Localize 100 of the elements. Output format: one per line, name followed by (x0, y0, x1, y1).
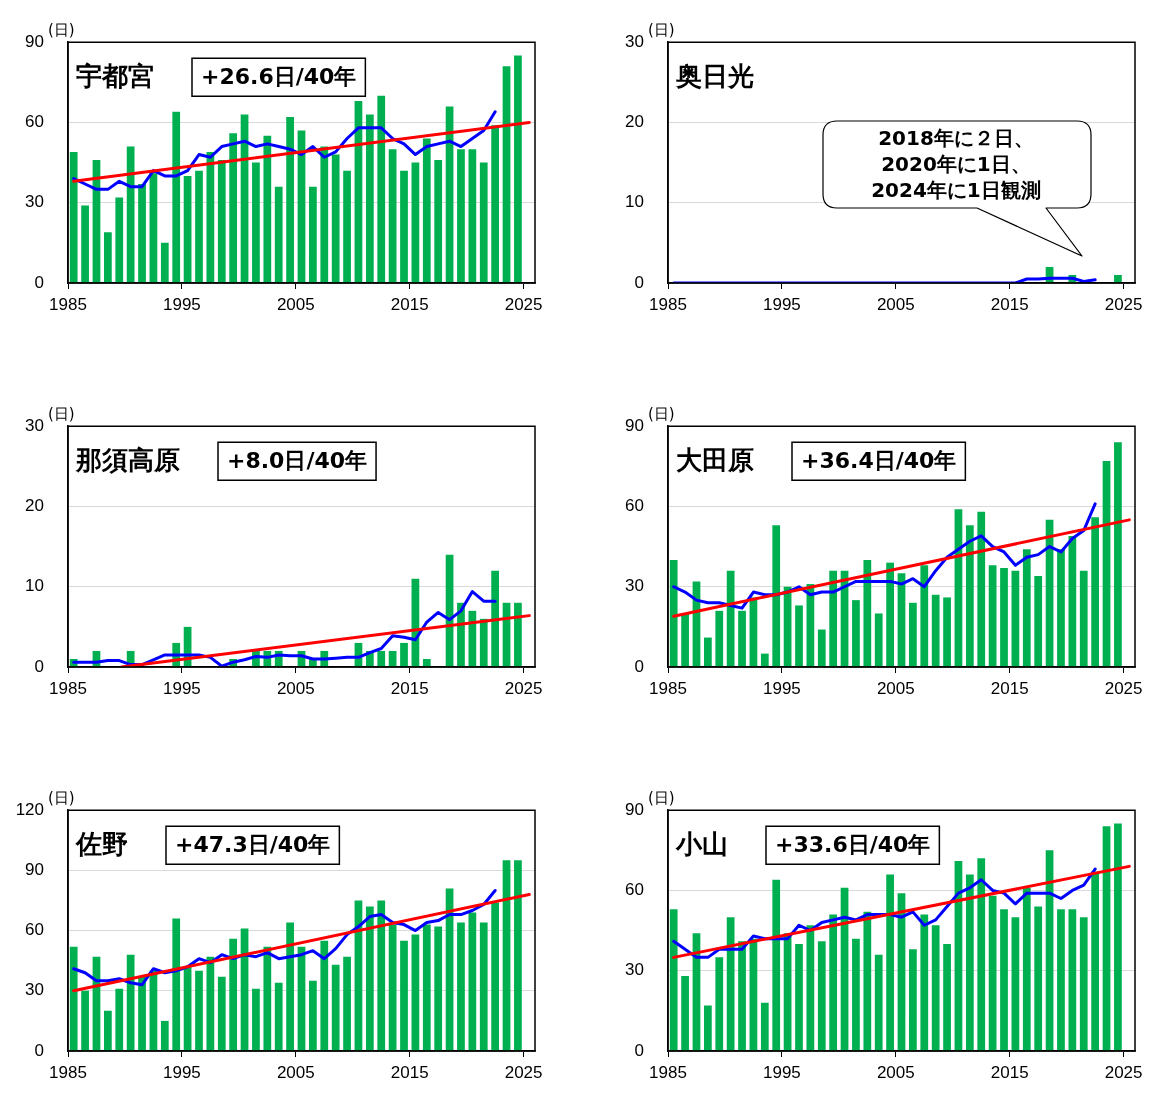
bar (320, 940, 329, 1051)
bar (479, 618, 488, 667)
bar (309, 980, 317, 1051)
bar (491, 570, 500, 667)
x-tick-label: 1985 (49, 1062, 87, 1082)
x-tick-label: 1995 (762, 294, 801, 314)
bar (886, 562, 894, 667)
text: 大田原 (676, 444, 754, 475)
bar (874, 613, 883, 667)
bar (274, 186, 283, 283)
bar (772, 879, 781, 1051)
text: +8.0日/40年 (227, 447, 368, 473)
text: 佐野 (75, 828, 128, 859)
bar (669, 559, 678, 667)
bar (988, 895, 997, 1051)
x-tick-label: 1995 (162, 294, 201, 314)
x-tick-label: 2005 (876, 678, 915, 698)
bar (309, 186, 317, 283)
bar (115, 197, 124, 283)
x-tick-label: 2015 (990, 294, 1029, 314)
bar (172, 918, 181, 1051)
x-tick-label: 1995 (762, 678, 801, 698)
bar (829, 914, 838, 1051)
bar (479, 922, 488, 1051)
bar (377, 95, 386, 283)
bar (81, 205, 89, 283)
bar (1011, 570, 1020, 667)
bar (1034, 576, 1043, 667)
bar (920, 565, 929, 667)
text: +33.6日/40年 (775, 831, 931, 857)
bar (886, 874, 894, 1051)
bar (377, 650, 386, 667)
bar (760, 653, 769, 667)
y-tick-label: 60 (25, 112, 44, 132)
text: 小山 (675, 828, 728, 859)
x-tick-label: 1995 (762, 1062, 801, 1082)
y-tick-label: 60 (25, 920, 44, 940)
bar (400, 170, 408, 283)
bar (738, 941, 746, 1051)
bar (1057, 549, 1065, 667)
bar (703, 1005, 712, 1051)
x-tick-label: 1985 (49, 678, 87, 698)
bar (343, 170, 351, 283)
x-tick-label: 1985 (649, 1062, 687, 1082)
y-tick-label: 30 (25, 980, 44, 1000)
x-tick-label: 2015 (990, 678, 1029, 698)
bar (863, 911, 872, 1051)
bar (1114, 442, 1122, 667)
bar (852, 938, 860, 1051)
x-tick-label: 2015 (390, 1062, 429, 1082)
y-tick-label: 0 (34, 1040, 44, 1060)
y-tick-label: 120 (15, 799, 44, 819)
bar (943, 597, 951, 667)
bar (172, 111, 181, 283)
y-tick-label: 90 (25, 31, 44, 51)
bar (274, 982, 283, 1051)
y-tick-label: 90 (625, 799, 644, 819)
bar (434, 926, 443, 1051)
bar (1000, 909, 1008, 1051)
bar (103, 1010, 112, 1051)
bar (115, 988, 124, 1051)
bar (195, 170, 203, 283)
bar (422, 658, 431, 667)
bar (183, 175, 192, 283)
bar (457, 922, 465, 1051)
y-axis-title: (日) (648, 788, 675, 807)
y-tick-label: 30 (25, 415, 44, 435)
x-tick-label: 2025 (504, 294, 543, 314)
bar (286, 922, 294, 1051)
bar (377, 900, 386, 1051)
x-tick-label: 2015 (990, 1062, 1029, 1082)
x-tick-label: 2025 (1104, 678, 1143, 698)
bar (411, 934, 420, 1051)
bar (931, 925, 940, 1051)
y-tick-label: 0 (34, 656, 44, 676)
bar (1034, 906, 1043, 1051)
bar (874, 954, 883, 1051)
bar (760, 1002, 769, 1051)
y-tick-label: 30 (25, 192, 44, 212)
bar (411, 162, 420, 283)
bar (365, 906, 374, 1051)
bar (703, 637, 712, 667)
bar (795, 943, 803, 1051)
bar (138, 976, 146, 1051)
bar (365, 114, 374, 283)
bar (252, 988, 260, 1051)
x-tick-label: 2025 (504, 1062, 543, 1082)
x-tick-label: 2005 (276, 678, 315, 698)
bar (400, 642, 408, 667)
bar (217, 976, 226, 1051)
y-tick-label: 90 (625, 415, 644, 435)
y-tick-label: 10 (625, 192, 644, 212)
y-axis-title: (日) (48, 404, 75, 423)
bar (1091, 517, 1100, 667)
text: 宇都宮 (76, 60, 154, 91)
bar (1079, 570, 1088, 667)
bar (931, 594, 940, 667)
bar (331, 154, 340, 283)
bar (1079, 917, 1088, 1051)
text: +47.3日/40年 (175, 831, 331, 857)
